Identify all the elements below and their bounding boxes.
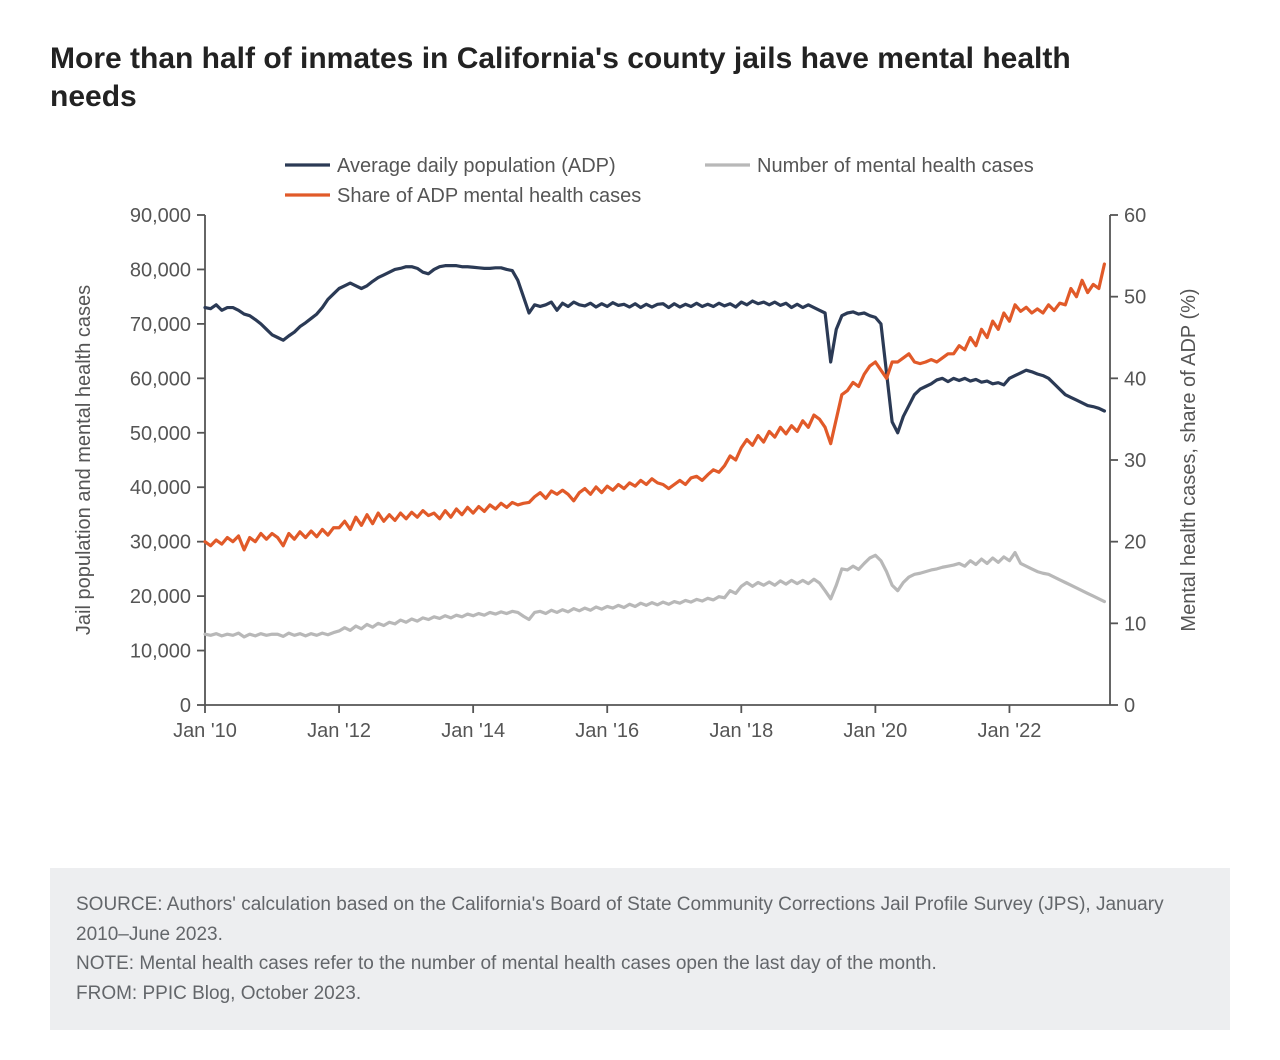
svg-text:60: 60 <box>1124 205 1146 227</box>
svg-text:70,000: 70,000 <box>130 314 191 336</box>
svg-text:10: 10 <box>1124 613 1146 635</box>
source-label: SOURCE: <box>76 894 163 915</box>
svg-text:Number of mental health cases: Number of mental health cases <box>757 155 1034 177</box>
note-text: Mental health cases refer to the number … <box>134 953 937 974</box>
svg-text:50,000: 50,000 <box>130 423 191 445</box>
note-label: NOTE: <box>76 953 134 974</box>
svg-text:Jan '22: Jan '22 <box>978 720 1042 742</box>
svg-text:Jan '18: Jan '18 <box>709 720 773 742</box>
from-label: FROM: <box>76 983 137 1004</box>
svg-text:Jan '10: Jan '10 <box>173 720 237 742</box>
svg-text:0: 0 <box>180 695 191 717</box>
svg-text:50: 50 <box>1124 287 1146 309</box>
svg-text:Jail population and mental hea: Jail population and mental health cases <box>73 285 95 635</box>
svg-text:Jan '16: Jan '16 <box>575 720 639 742</box>
chart-container: 0 10,000 20,000 30,000 40,000 50,000 60,000 70,… <box>50 145 1230 838</box>
svg-text:90,000: 90,000 <box>130 205 191 227</box>
footer-from: FROM: PPIC Blog, October 2023. <box>76 979 1204 1008</box>
svg-text:Jan '14: Jan '14 <box>441 720 505 742</box>
svg-text:40: 40 <box>1124 368 1146 390</box>
svg-text:Jan '20: Jan '20 <box>843 720 907 742</box>
svg-text:Mental health cases, share of: Mental health cases, share of ADP (%) <box>1178 288 1200 631</box>
svg-text:80,000: 80,000 <box>130 259 191 281</box>
svg-text:30,000: 30,000 <box>130 532 191 554</box>
line-chart: 0 10,000 20,000 30,000 40,000 50,000 60,000 70,… <box>50 145 1230 775</box>
svg-text:20,000: 20,000 <box>130 586 191 608</box>
svg-text:Share of ADP mental health cas: Share of ADP mental health cases <box>337 185 641 207</box>
chart-title: More than half of inmates in California'… <box>50 40 1100 115</box>
svg-text:40,000: 40,000 <box>130 477 191 499</box>
svg-text:60,000: 60,000 <box>130 368 191 390</box>
footer-box: SOURCE: Authors' calculation based on th… <box>50 868 1230 1030</box>
svg-text:20: 20 <box>1124 532 1146 554</box>
svg-text:Jan '12: Jan '12 <box>307 720 371 742</box>
from-text: PPIC Blog, October 2023. <box>137 983 361 1004</box>
svg-text:0: 0 <box>1124 695 1135 717</box>
svg-text:Average daily population (ADP): Average daily population (ADP) <box>337 155 616 177</box>
svg-text:10,000: 10,000 <box>130 641 191 663</box>
source-text: Authors' calculation based on the Califo… <box>76 894 1164 944</box>
svg-text:30: 30 <box>1124 450 1146 472</box>
footer-note: NOTE: Mental health cases refer to the n… <box>76 949 1204 978</box>
footer-source: SOURCE: Authors' calculation based on th… <box>76 890 1204 949</box>
